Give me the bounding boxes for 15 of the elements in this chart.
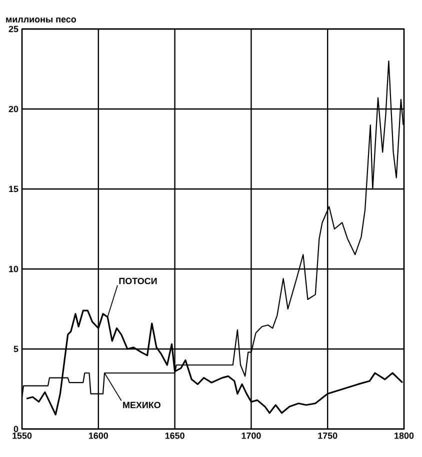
y-axis-title: миллионы песо [6,18,76,22]
x-tick-label: 1550 [12,432,32,439]
x-tick-label: 1800 [394,432,414,439]
y-tick-label: 15 [9,186,18,192]
x-tick-label: 1600 [88,432,108,439]
y-tick-label: 0 [14,426,18,432]
x-tick-label: 1700 [242,432,261,439]
y-tick-label: 5 [14,346,18,352]
y-tick-label: 20 [8,106,18,112]
x-tick-label: 1750 [318,432,338,439]
text: МЕХИКО [123,402,160,408]
y-tick-label: 10 [9,266,18,272]
x-tick-label: 1650 [165,432,184,439]
y-tick-label: 25 [8,26,18,32]
text: ПОТОСИ [119,278,157,284]
